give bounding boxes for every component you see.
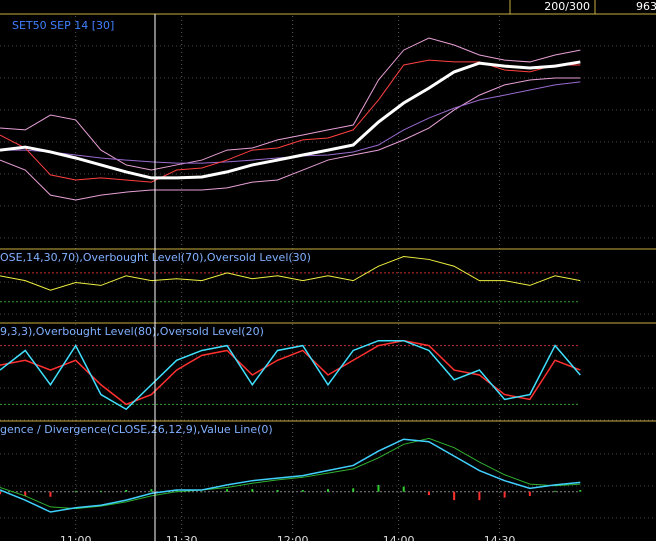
histogram-bar bbox=[427, 491, 430, 496]
histogram-bar bbox=[579, 490, 582, 492]
histogram-bar bbox=[74, 490, 77, 492]
price-label: 963 bbox=[636, 0, 656, 13]
series-line bbox=[0, 60, 581, 180]
histogram-bar bbox=[251, 489, 254, 492]
histogram-bar bbox=[276, 490, 279, 492]
histogram-bar bbox=[24, 491, 27, 496]
series-line bbox=[0, 37, 581, 171]
panel-title: gence / Divergence(CLOSE,26,12,9),Value … bbox=[0, 423, 273, 436]
series-line bbox=[0, 77, 581, 201]
x-tick-label: 11:30 bbox=[166, 534, 198, 541]
series-line bbox=[0, 256, 581, 291]
histogram-bar bbox=[301, 490, 304, 492]
x-tick-label: 14:30 bbox=[484, 534, 516, 541]
histogram-bar bbox=[352, 488, 355, 492]
x-tick-label: 14:00 bbox=[383, 534, 415, 541]
series-line bbox=[0, 339, 581, 411]
histogram-bar bbox=[327, 489, 329, 492]
x-tick-label: 11:00 bbox=[60, 534, 92, 541]
histogram-bar bbox=[99, 490, 102, 492]
series-line bbox=[0, 339, 581, 406]
x-tick-label: 12:00 bbox=[277, 534, 309, 541]
histogram-bar bbox=[175, 490, 178, 492]
histogram-bar bbox=[453, 491, 456, 501]
histogram-bar bbox=[200, 491, 203, 493]
histogram-bar bbox=[377, 484, 380, 492]
histogram-bar bbox=[554, 490, 557, 492]
histogram-bar bbox=[0, 491, 1, 495]
histogram-bar bbox=[503, 491, 506, 498]
histogram-bar bbox=[402, 486, 405, 492]
panel-title: SET50 SEP 14 [30] bbox=[12, 19, 114, 32]
panel-title: 9,3,3),Overbought Level(80),Oversold Lev… bbox=[0, 325, 264, 338]
histogram-bar bbox=[528, 491, 531, 496]
ratio-label: 200/300 bbox=[544, 0, 590, 13]
histogram-bar bbox=[478, 491, 481, 501]
histogram-bar bbox=[49, 491, 52, 497]
series-line bbox=[0, 438, 581, 513]
histogram-bar bbox=[226, 489, 229, 492]
series-line bbox=[0, 437, 581, 510]
histogram-bar bbox=[125, 490, 128, 492]
histogram-bar bbox=[150, 489, 153, 492]
